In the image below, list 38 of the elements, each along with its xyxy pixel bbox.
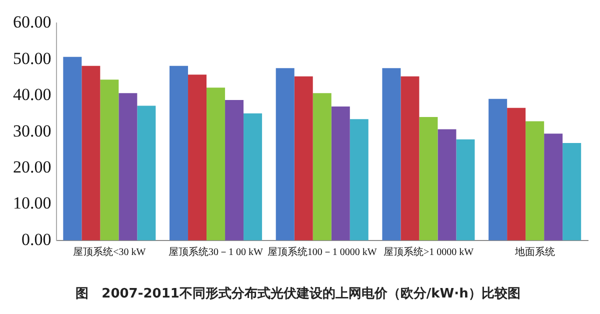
- bar: [456, 139, 475, 240]
- bar: [507, 108, 526, 240]
- x-tick-label: 屋顶系统100－1 0000 kW: [267, 246, 378, 258]
- x-tick-label: 屋顶系统<30 kW: [73, 246, 146, 258]
- bar: [382, 68, 401, 240]
- y-tick-label: 60.00: [13, 12, 52, 32]
- bar: [526, 121, 544, 240]
- bar: [118, 93, 138, 240]
- bar: [82, 66, 100, 240]
- bar: [488, 98, 508, 240]
- bar: [100, 80, 119, 240]
- bar: [63, 56, 82, 240]
- y-tick-label: 20.00: [13, 157, 52, 176]
- bar: [331, 106, 350, 240]
- bar: [170, 66, 188, 240]
- text: 图 2007-2011不同形式分布式光伏建设的上网电价（欧分/kW·h）比较图: [76, 286, 520, 302]
- y-tick-label: 50.00: [13, 48, 52, 68]
- y-tick-label: 40.00: [13, 85, 52, 104]
- bar: [276, 68, 294, 240]
- x-tick-label: 屋顶系统>1 0000 kW: [383, 246, 474, 258]
- bar: [137, 106, 156, 240]
- bar: [312, 93, 332, 240]
- bar: [400, 76, 420, 240]
- y-tick-label: 10.00: [13, 194, 52, 213]
- bar: [438, 129, 456, 240]
- x-tick-label: 地面系统: [514, 246, 555, 258]
- bar: [244, 113, 262, 240]
- bar: [419, 116, 438, 240]
- y-tick-label: 30.00: [13, 121, 52, 140]
- bar: [562, 143, 582, 240]
- bar: [188, 74, 207, 240]
- bar: [350, 119, 368, 240]
- bar: [294, 76, 313, 240]
- bar: [544, 134, 563, 240]
- bar: [225, 100, 244, 240]
- x-tick-label: 屋顶系统30－1 00 kW: [168, 246, 264, 258]
- y-tick-label: 0.00: [22, 230, 52, 249]
- bar: [206, 88, 226, 240]
